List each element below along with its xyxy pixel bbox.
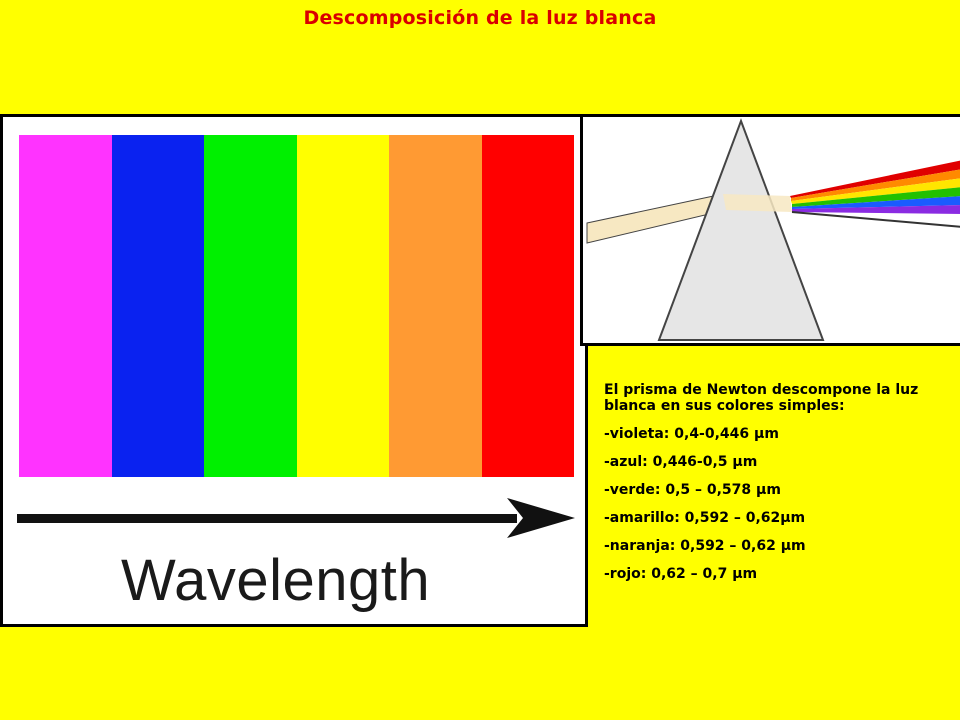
prism-image — [580, 114, 960, 346]
slide-title: Descomposición de la luz blanca — [303, 7, 657, 29]
spectrum-image: Wavelength — [0, 114, 588, 627]
list-item: -rojo: 0,62 – 0,7 µm — [604, 566, 758, 582]
band-orange — [389, 135, 482, 477]
band-violet — [19, 135, 112, 477]
band-green — [204, 135, 297, 477]
wavelength-arrow-icon — [17, 498, 575, 538]
color-range-list: -violeta: 0,4-0,446 µm -azul: 0,446-0,5 … — [604, 420, 944, 588]
description-text: El prisma de Newton descompone la luz bl… — [604, 382, 944, 588]
list-item: -violeta: 0,4-0,446 µm — [604, 426, 779, 442]
band-yellow — [296, 135, 389, 477]
wavelength-label: Wavelength — [121, 548, 431, 613]
list-item: -naranja: 0,592 – 0,62 µm — [604, 538, 806, 554]
list-item: -azul: 0,446-0,5 µm — [604, 454, 758, 470]
list-item: -amarillo: 0,592 – 0,62µm — [604, 510, 806, 526]
band-red — [481, 135, 574, 477]
list-item: -verde: 0,5 – 0,578 µm — [604, 482, 781, 498]
band-blue — [111, 135, 204, 477]
prism-illustration — [586, 118, 960, 341]
color-bands — [19, 135, 574, 477]
intro-text: El prisma de Newton descompone la luz bl… — [604, 382, 919, 414]
